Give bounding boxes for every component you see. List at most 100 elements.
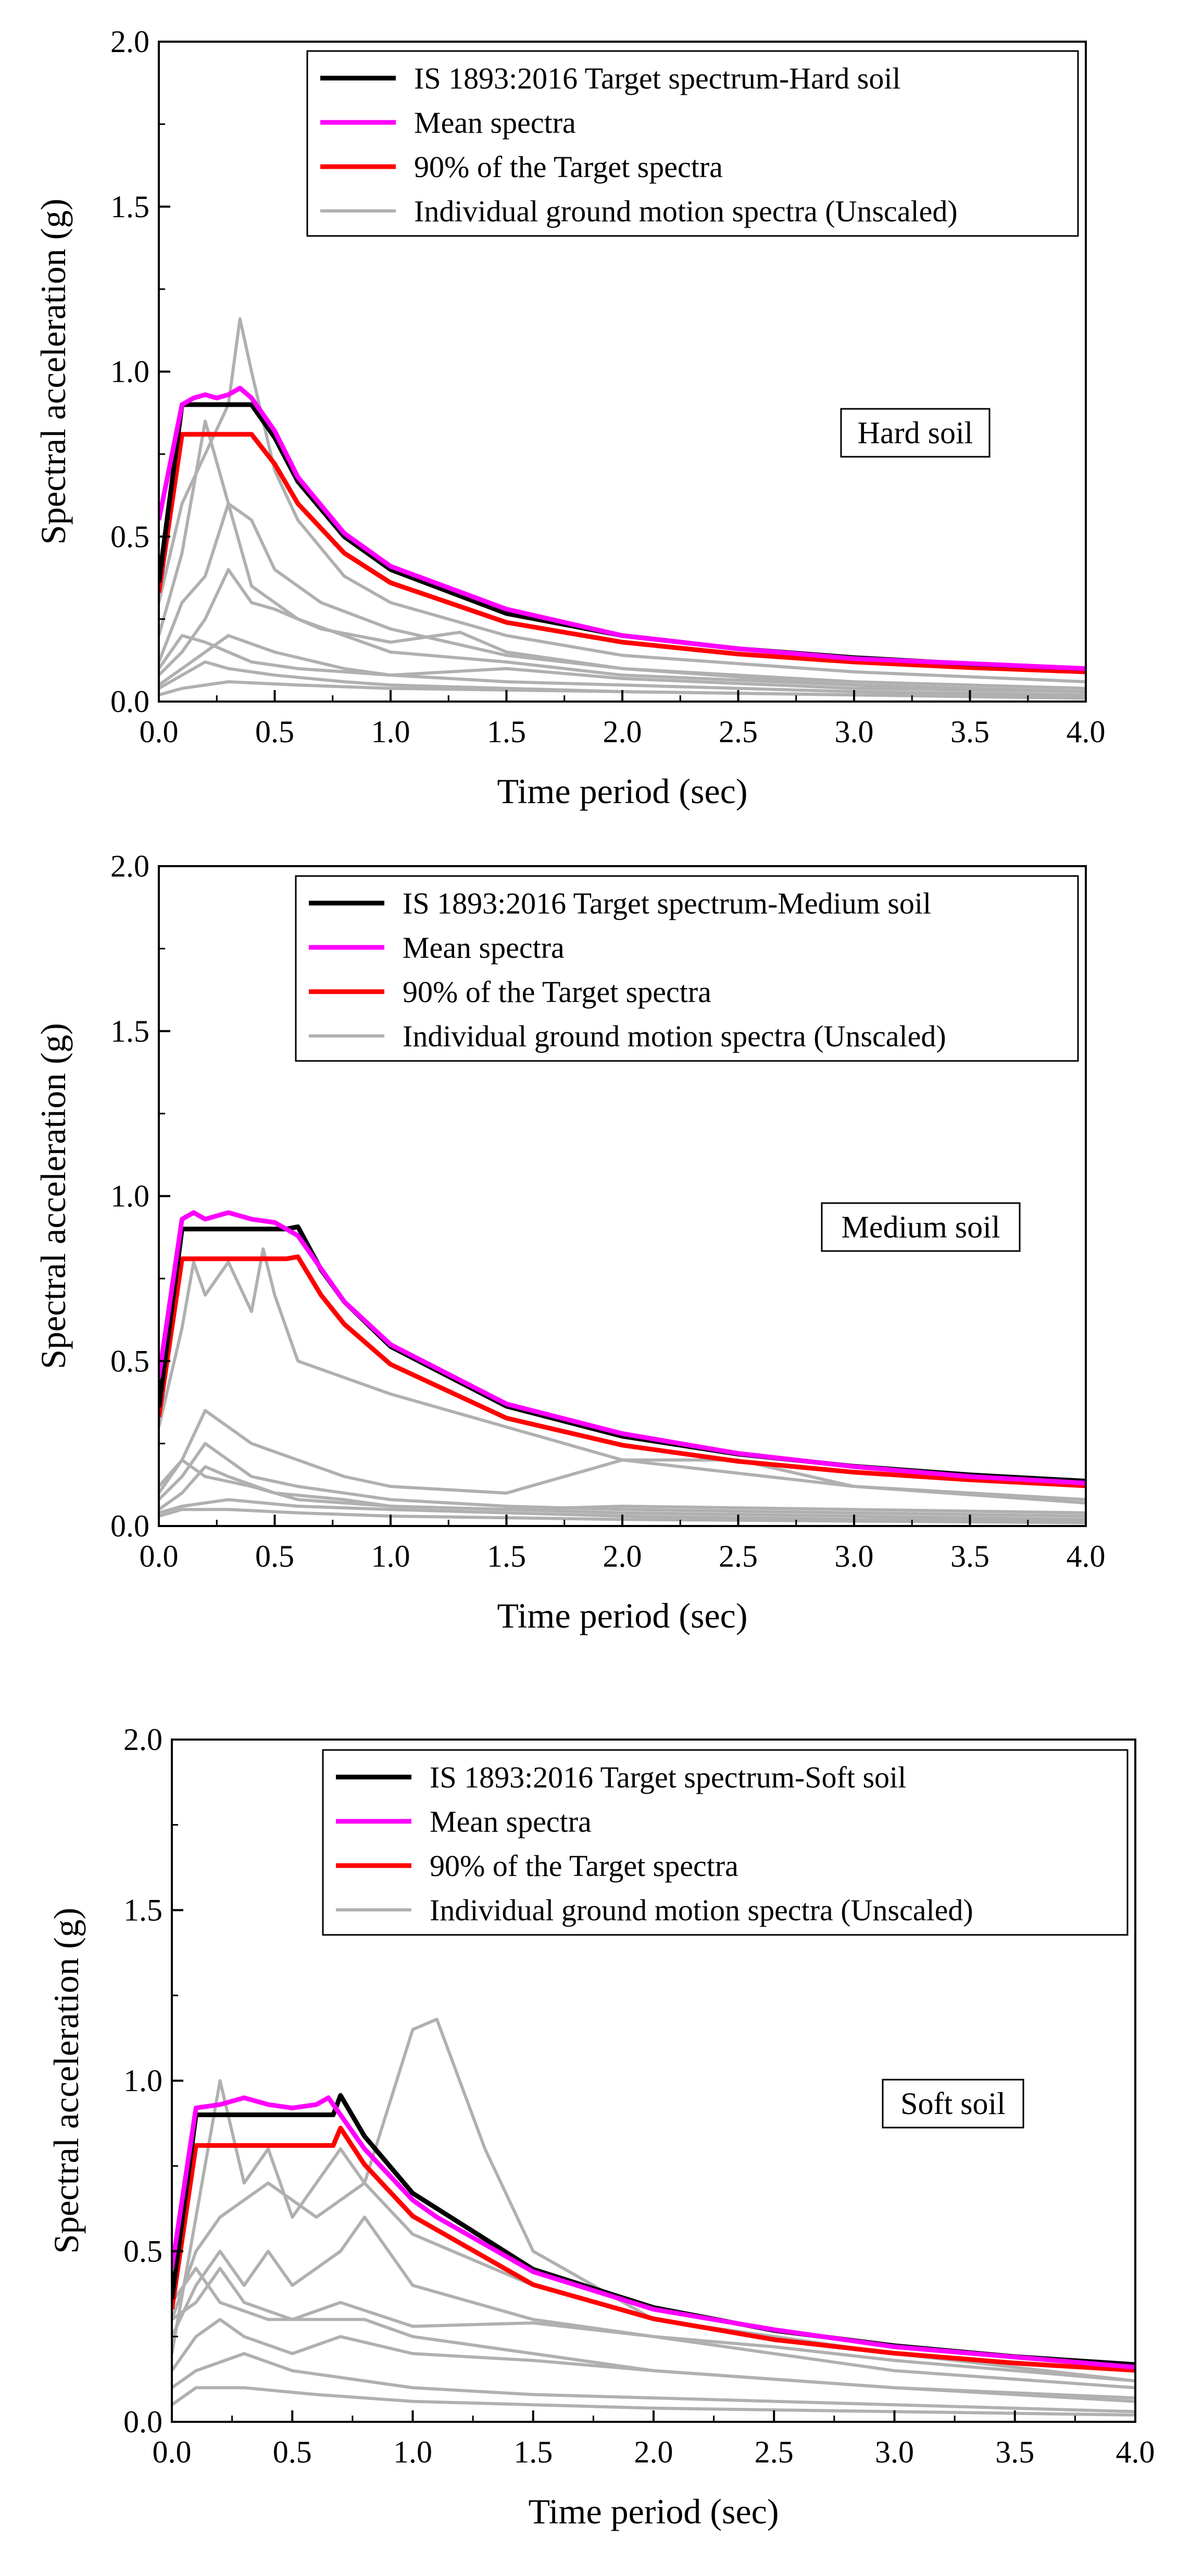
individual-spectrum-line [172, 2216, 1135, 2383]
x-tick-label: 3.5 [995, 2435, 1034, 2469]
x-tick-label: 0.0 [153, 2435, 192, 2469]
individual-spectrum-line [159, 634, 1086, 693]
soil-annotation: Medium soil [821, 1202, 1021, 1252]
ninety-percent-target-line [159, 432, 1086, 674]
y-tick-label: 1.5 [123, 1893, 162, 1928]
x-tick-label: 3.0 [875, 2435, 914, 2469]
legend-label: IS 1893:2016 Target spectrum-Soft soil [430, 1760, 906, 1794]
x-tick-label: 3.0 [835, 715, 874, 749]
x-tick-label: 1.5 [487, 715, 526, 749]
legend-box [306, 50, 1079, 237]
y-axis-label: Spectral acceleration (g) [33, 198, 73, 545]
y-tick-label: 1.0 [110, 1179, 149, 1214]
chart-panel-2: 0.0 0.5 1.0 1.5 2.0 2.5 3.0 3.5 4.0 0.0 0.5 1.0 1.5 2… [33, 849, 1106, 1635]
x-tick-label: 0.0 [140, 715, 179, 749]
y-tick-label: 1.0 [123, 2064, 162, 2098]
x-axis-label: Time period (sec) [529, 2492, 779, 2531]
annotation-label: Hard soil [858, 416, 973, 450]
mean-spectrum-line [172, 2095, 1135, 2370]
ninety-percent-target-line [159, 1254, 1086, 1489]
ninety-percent-target-line [172, 2125, 1135, 2373]
individual-spectrum-line [172, 2386, 1135, 2417]
x-tick-label: 0.5 [255, 1539, 294, 1573]
x-tick-label: 1.5 [487, 1539, 526, 1573]
legend-label: Mean spectra [403, 931, 565, 965]
x-tick-label: 1.0 [371, 715, 410, 749]
annotation-box [821, 1202, 1021, 1252]
y-tick-label: 0.5 [123, 2234, 162, 2269]
legend: IS 1893:2016 Target spectrum-Hard soil Me… [306, 50, 1079, 237]
mean-spectrum-line [159, 385, 1086, 671]
individual-spectrum-line [159, 634, 1086, 697]
legend-label: Mean spectra [430, 1805, 592, 1839]
legend-label: IS 1893:2016 Target spectrum-Medium soil [403, 886, 931, 920]
annotation-box [840, 408, 991, 458]
y-tick-label: 2.0 [110, 849, 149, 883]
legend-label: Individual ground motion spectra (Unscal… [414, 194, 958, 228]
chart-panel-1: 0.0 0.5 1.0 1.5 2.0 2.5 3.0 3.5 4.0 0.0 0.5 1.0 1.5 2… [33, 24, 1106, 811]
individual-spectrum-line [159, 1498, 1086, 1523]
chart-panel-3: 0.0 0.5 1.0 1.5 2.0 2.5 3.0 3.5 4.0 0.0 0.5 1.0 1.5 2… [46, 1722, 1155, 2531]
annotation-label: Medium soil [841, 1210, 1000, 1244]
individual-spectrum-line [159, 568, 1086, 693]
individual-spectrum-line [172, 2267, 1135, 2400]
y-tick-label: 0.5 [110, 519, 149, 554]
legend-box [295, 875, 1079, 1062]
individual-spectrum-line [159, 317, 1086, 683]
x-axis-label: Time period (sec) [497, 771, 748, 811]
y-axis-label: Spectral acceleration (g) [33, 1023, 73, 1369]
x-tick-label: 3.5 [950, 715, 989, 749]
x-tick-label: 3.0 [835, 1539, 874, 1573]
y-tick-label: 0.0 [123, 2405, 162, 2439]
legend-label: 90% of the Target spectra [414, 150, 723, 184]
y-tick-label: 1.0 [110, 355, 149, 389]
mean-spectrum-line [159, 1210, 1086, 1486]
x-tick-label: 1.5 [513, 2435, 553, 2469]
y-axis-label: Spectral acceleration (g) [46, 1908, 86, 2254]
legend-label: IS 1893:2016 Target spectrum-Hard soil [414, 61, 901, 95]
soil-annotation: Soft soil [882, 2079, 1024, 2129]
x-tick-label: 4.0 [1116, 2435, 1155, 2469]
plot-area [159, 1210, 1086, 1524]
legend-label: 90% of the Target spectra [403, 975, 711, 1009]
legend: IS 1893:2016 Target spectrum-Soft soil Me… [322, 1749, 1129, 1936]
x-tick-label: 0.0 [140, 1539, 179, 1573]
y-tick-label: 0.0 [110, 684, 149, 719]
y-tick-label: 1.5 [110, 1014, 149, 1048]
x-tick-label: 2.5 [719, 1539, 758, 1573]
legend-box [322, 1749, 1129, 1936]
x-tick-label: 1.0 [393, 2435, 432, 2469]
x-tick-label: 1.0 [371, 1539, 410, 1573]
individual-spectrum-line [159, 1458, 1086, 1515]
plot-area [159, 317, 1086, 700]
x-tick-label: 4.0 [1067, 1539, 1106, 1573]
individual-spectrum-line [159, 1465, 1086, 1521]
x-tick-label: 4.0 [1067, 715, 1106, 749]
y-tick-label: 0.5 [110, 1344, 149, 1378]
x-axis-label: Time period (sec) [497, 1596, 748, 1635]
y-tick-label: 2.0 [123, 1722, 162, 1757]
x-tick-label: 2.0 [634, 2435, 673, 2469]
x-tick-label: 2.5 [755, 2435, 794, 2469]
annotation-label: Soft soil [900, 2086, 1006, 2121]
individual-spectrum-line [172, 2352, 1135, 2414]
legend: IS 1893:2016 Target spectrum-Medium soil… [295, 875, 1079, 1062]
legend-label: Individual ground motion spectra (Unscal… [430, 1893, 973, 1927]
individual-spectrum-line [159, 680, 1086, 700]
annotation-box [882, 2079, 1024, 2129]
soil-annotation: Hard soil [840, 408, 991, 458]
x-tick-label: 2.0 [603, 1539, 642, 1573]
x-tick-label: 2.5 [719, 715, 758, 749]
individual-spectrum-line [172, 2267, 1135, 2390]
x-tick-label: 0.5 [255, 715, 294, 749]
plot-area [172, 2018, 1135, 2417]
y-tick-label: 2.0 [110, 24, 149, 59]
x-tick-label: 3.5 [950, 1539, 989, 1573]
legend-label: 90% of the Target spectra [430, 1849, 738, 1883]
legend-label: Mean spectra [414, 106, 576, 140]
individual-spectrum-line [159, 1442, 1086, 1518]
x-tick-label: 0.5 [273, 2435, 312, 2469]
x-tick-label: 2.0 [603, 715, 642, 749]
y-tick-label: 1.5 [110, 190, 149, 224]
